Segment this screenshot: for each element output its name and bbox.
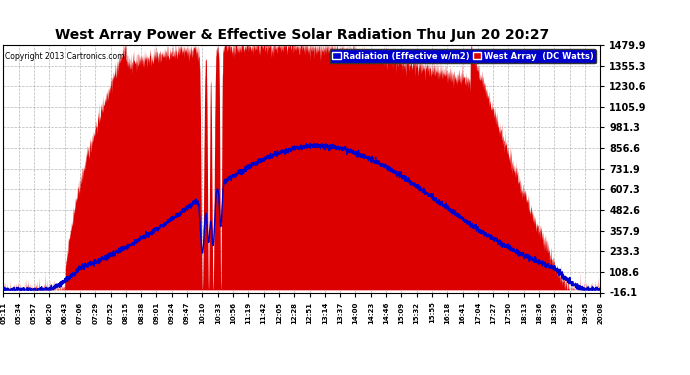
Title: West Array Power & Effective Solar Radiation Thu Jun 20 20:27: West Array Power & Effective Solar Radia… (55, 28, 549, 42)
Legend: Radiation (Effective w/m2), West Array  (DC Watts): Radiation (Effective w/m2), West Array (… (330, 49, 596, 63)
Text: Copyright 2013 Cartronics.com: Copyright 2013 Cartronics.com (5, 53, 124, 62)
